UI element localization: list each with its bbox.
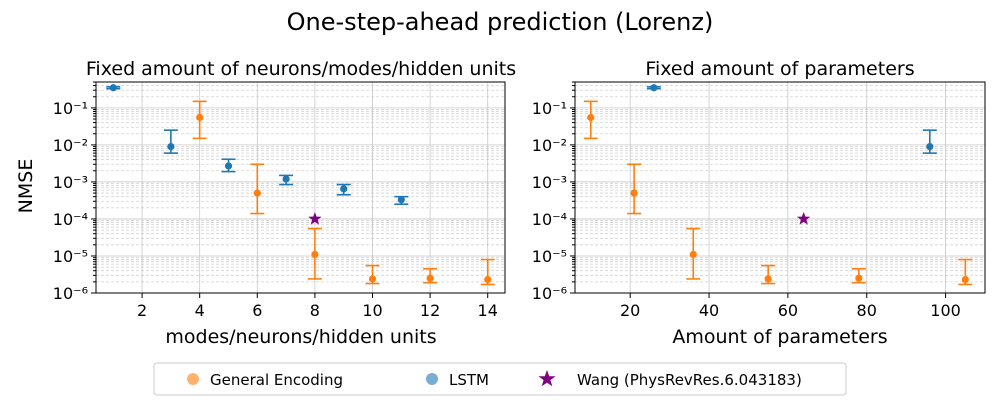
legend: General Encoding LSTM Wang (PhysRevRes.6… [153,362,847,396]
legend-label-wang: Wang (PhysRevRes.6.043183) [577,371,802,389]
panel-fixed-neurons: Fixed amount of neurons/modes/hidden uni… [15,58,516,348]
x-tick-label: 80 [857,301,877,320]
x-tick-label: 12 [420,301,440,320]
x-tick-label: 6 [252,301,262,320]
legend-frame [153,362,847,396]
data-point-general-encoding [196,113,204,122]
y-tick-label: 10⁻⁴ [53,210,88,229]
x-tick-label: 8 [310,301,320,320]
data-point-lstm [397,196,405,204]
data-point-lstm [224,162,233,170]
x-tick-label: 100 [930,301,961,320]
data-point-general-encoding [484,276,492,284]
y-tick-label: 10⁻³ [532,173,567,192]
data-point-lstm [109,84,117,92]
y-tick-label: 10⁻⁴ [532,210,567,229]
plot-area: 20 40 60 80 100 10⁻⁶ 10⁻⁵ 10⁻⁴ 10⁻³ 10⁻² 10⁻¹ [532,81,986,320]
plot-area: 2 4 6 8 10 12 14 10⁻⁶ 10⁻⁵ 10⁻⁴ 10⁻³ 10⁻² 10⁻¹ [53,81,506,320]
data-point-general-encoding [961,276,969,284]
data-point-lstm [167,142,175,151]
y-tick-label: 10⁻¹ [532,99,567,118]
data-point-lstm [926,142,934,151]
x-tick-label: 60 [778,301,798,320]
legend-marker-general-encoding [187,373,199,385]
y-tick-label: 10⁻⁶ [53,284,88,303]
y-tick-label: 10⁻¹ [53,99,88,118]
data-point-general-encoding [855,274,863,282]
y-axis-label: NMSE [15,159,37,214]
data-point-general-encoding [426,274,434,282]
y-tick-label: 10⁻⁵ [53,247,88,266]
x-tick-label: 14 [478,301,498,320]
data-point-lstm [282,175,290,183]
data-point-general-encoding [587,113,595,122]
data-point-general-encoding [764,275,772,283]
x-tick-label: 10 [362,301,382,320]
x-tick-label: 2 [137,301,147,320]
legend-label-general-encoding: General Encoding [210,371,343,389]
data-point-lstm [340,185,348,193]
panel-title: Fixed amount of neurons/modes/hidden uni… [86,58,516,80]
legend-marker-wang [538,370,556,387]
panel-title: Fixed amount of parameters [645,58,914,80]
data-point-wang [797,212,811,225]
x-tick-label: 20 [620,301,640,320]
y-tick-label: 10⁻⁶ [532,284,567,303]
y-tick-label: 10⁻⁵ [532,247,567,266]
y-tick-label: 10⁻³ [53,173,88,192]
legend-marker-lstm [426,373,438,385]
data-point-general-encoding [311,250,319,259]
legend-label-lstm: LSTM [449,371,489,389]
data-point-general-encoding [368,275,377,283]
data-point-lstm [650,84,658,92]
x-tick-label: 4 [195,301,205,320]
x-axis-label: modes/neurons/hidden units [165,326,436,348]
y-tick-label: 10⁻² [532,136,567,155]
data-point-general-encoding [253,189,261,197]
data-point-general-encoding [689,250,697,259]
data-point-general-encoding [630,189,638,197]
x-tick-label: 40 [699,301,719,320]
figure-suptitle: One-step-ahead prediction (Lorenz) [287,8,714,36]
x-axis-label: Amount of parameters [672,326,887,348]
panel-fixed-parameters: Fixed amount of parameters Amount of par… [532,58,986,348]
y-tick-label: 10⁻² [53,136,88,155]
data-point-wang [308,212,322,225]
